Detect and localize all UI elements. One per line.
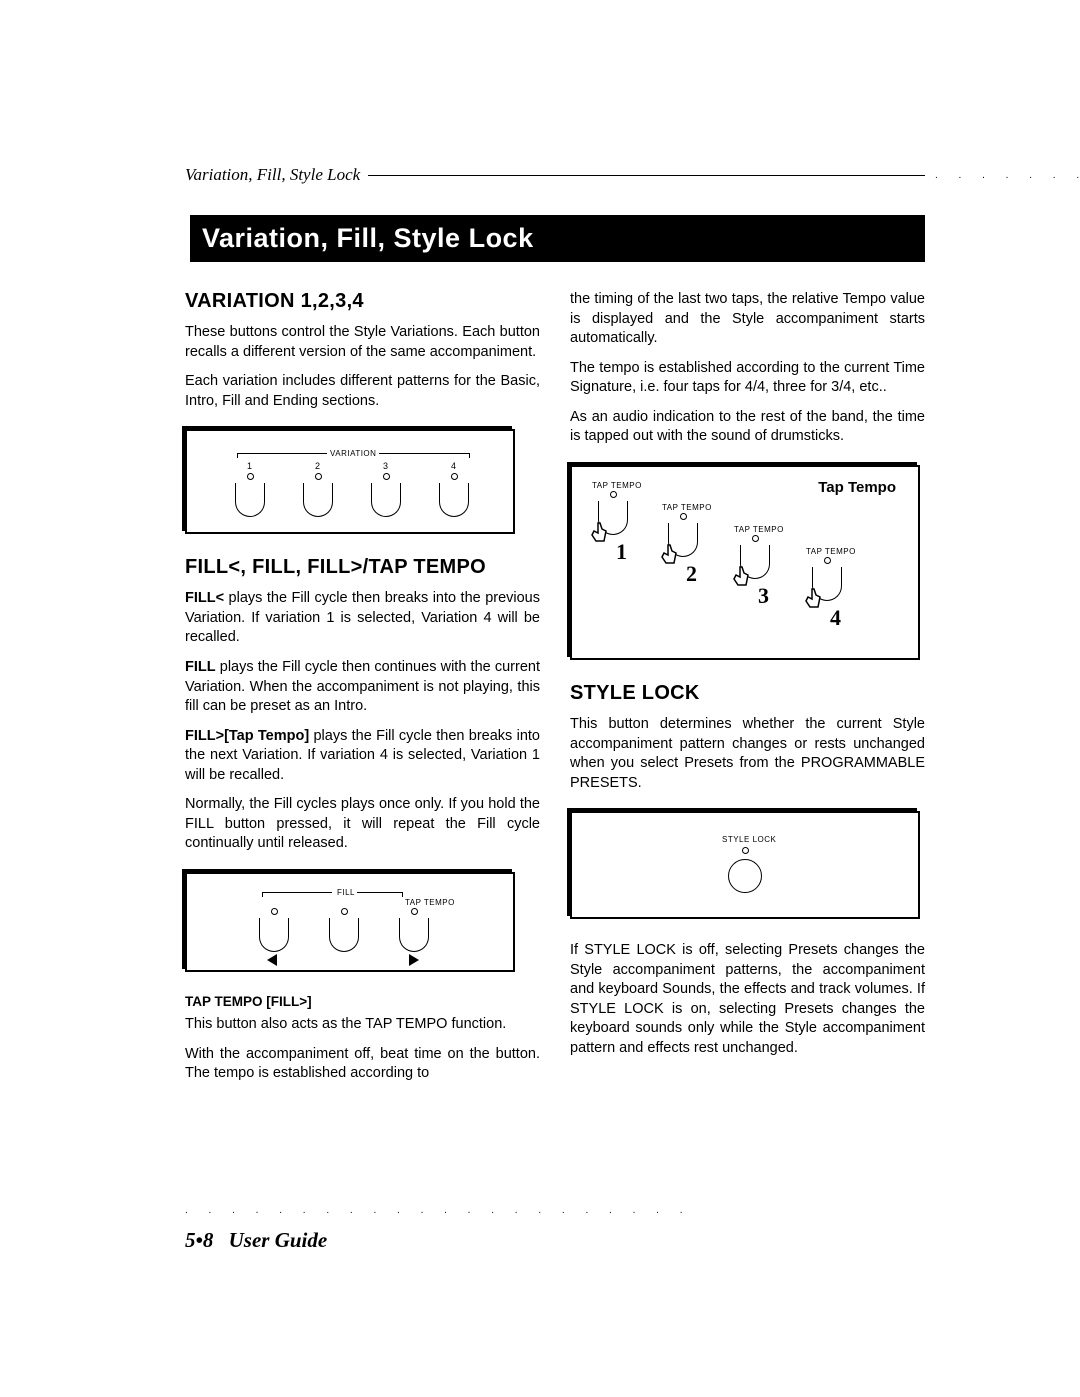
para: Normally, the Fill cycles plays once onl…	[185, 795, 540, 854]
para: FILL< plays the Fill cycle then breaks i…	[185, 589, 540, 648]
bracket	[237, 453, 238, 458]
led-icon	[680, 513, 687, 520]
diagram-label: FILL	[337, 888, 355, 897]
variation-button-3	[371, 483, 401, 517]
text: plays the Fill cycle then continues with…	[185, 659, 540, 714]
diagram-label: STYLE LOCK	[722, 835, 776, 844]
led-icon	[341, 908, 348, 915]
btn-num: 2	[315, 461, 320, 471]
taptempo-diagram: Tap Tempo TAP TEMPO 1 TAP TEMPO 2 TAP TE…	[570, 465, 920, 660]
step-num: 4	[830, 605, 841, 631]
stylelock-diagram: STYLE LOCK	[570, 811, 920, 919]
variation-button-1	[235, 483, 265, 517]
running-title: Variation, Fill, Style Lock	[185, 165, 360, 185]
btn-num: 1	[247, 461, 252, 471]
bracket	[262, 892, 263, 897]
hand-pointer-icon	[586, 521, 610, 549]
para: As an audio indication to the rest of th…	[570, 408, 925, 447]
heading-fill: FILL<, FILL, FILL>/TAP TEMPO	[185, 556, 540, 579]
arrow-left-icon	[267, 954, 277, 966]
left-column: VARIATION 1,2,3,4 These buttons control …	[185, 290, 540, 1094]
led-icon	[411, 908, 418, 915]
section-title-bar: Variation, Fill, Style Lock	[185, 215, 925, 262]
step-num: 2	[686, 561, 697, 587]
bold: FILL	[185, 659, 216, 675]
para: With the accompaniment off, beat time on…	[185, 1045, 540, 1084]
fill-prev-button	[259, 918, 289, 952]
subheading-taptempo: TAP TEMPO [FILL>]	[185, 994, 540, 1009]
heading-variation: VARIATION 1,2,3,4	[185, 290, 540, 313]
bracket	[237, 453, 327, 454]
right-column: the timing of the last two taps, the rel…	[570, 290, 925, 1094]
para: This button determines whether the curre…	[570, 715, 925, 793]
footer-dots: . . . . . . . . . . . . . . . . . . . . …	[185, 1205, 925, 1216]
hand-pointer-icon	[728, 565, 752, 593]
text: plays the Fill cycle then breaks into th…	[185, 590, 540, 645]
led-icon	[752, 535, 759, 542]
led-icon	[383, 473, 390, 480]
stylelock-button	[728, 859, 762, 893]
variation-diagram: VARIATION 1 2 3 4	[185, 429, 515, 534]
bold: FILL<	[185, 590, 224, 606]
para: The tempo is established according to th…	[570, 359, 925, 398]
tap-tempo-label: Tap Tempo	[818, 479, 896, 496]
step-num: 1	[616, 539, 627, 565]
header-rule: . . . . . . . . . . . . . . . . . . . . …	[368, 175, 925, 176]
step-num: 3	[758, 583, 769, 609]
guide-label: User Guide	[229, 1228, 328, 1252]
header-dots: . . . . . . . . . . . . . . . . . . . . …	[935, 170, 1080, 181]
page-number: 5•8	[185, 1228, 213, 1252]
led-icon	[271, 908, 278, 915]
tap-label: TAP TEMPO	[592, 481, 642, 490]
led-icon	[451, 473, 458, 480]
arrow-right-icon	[409, 954, 419, 966]
para: Each variation includes different patter…	[185, 372, 540, 411]
fill-diagram: FILL TAP TEMPO	[185, 872, 515, 972]
hand-pointer-icon	[800, 587, 824, 615]
led-icon	[742, 847, 749, 854]
tap-label: TAP TEMPO	[806, 547, 856, 556]
para: These buttons control the Style Variatio…	[185, 323, 540, 362]
bracket	[379, 453, 469, 454]
fill-button	[329, 918, 359, 952]
tap-label: TAP TEMPO	[734, 525, 784, 534]
led-icon	[824, 557, 831, 564]
para: the timing of the last two taps, the rel…	[570, 290, 925, 349]
bracket	[469, 453, 470, 458]
variation-button-2	[303, 483, 333, 517]
bracket	[262, 892, 332, 893]
btn-num: 3	[383, 461, 388, 471]
diagram-label: TAP TEMPO	[405, 898, 455, 907]
variation-button-4	[439, 483, 469, 517]
diagram-label: VARIATION	[330, 449, 376, 458]
bold: FILL>[Tap Tempo]	[185, 728, 309, 744]
bracket	[402, 892, 403, 897]
led-icon	[610, 491, 617, 498]
fill-next-button	[399, 918, 429, 952]
btn-num: 4	[451, 461, 456, 471]
para: FILL plays the Fill cycle then continues…	[185, 658, 540, 717]
heading-stylelock: STYLE LOCK	[570, 682, 925, 705]
page-footer: . . . . . . . . . . . . . . . . . . . . …	[185, 1205, 925, 1253]
para: If STYLE LOCK is off, selecting Presets …	[570, 941, 925, 1058]
para: FILL>[Tap Tempo] plays the Fill cycle th…	[185, 727, 540, 786]
para: This button also acts as the TAP TEMPO f…	[185, 1015, 540, 1035]
led-icon	[247, 473, 254, 480]
hand-pointer-icon	[656, 543, 680, 571]
led-icon	[315, 473, 322, 480]
bracket	[357, 892, 402, 893]
page-header: Variation, Fill, Style Lock . . . . . . …	[185, 165, 925, 185]
footer-text: 5•8 User Guide	[185, 1228, 925, 1253]
tap-label: TAP TEMPO	[662, 503, 712, 512]
